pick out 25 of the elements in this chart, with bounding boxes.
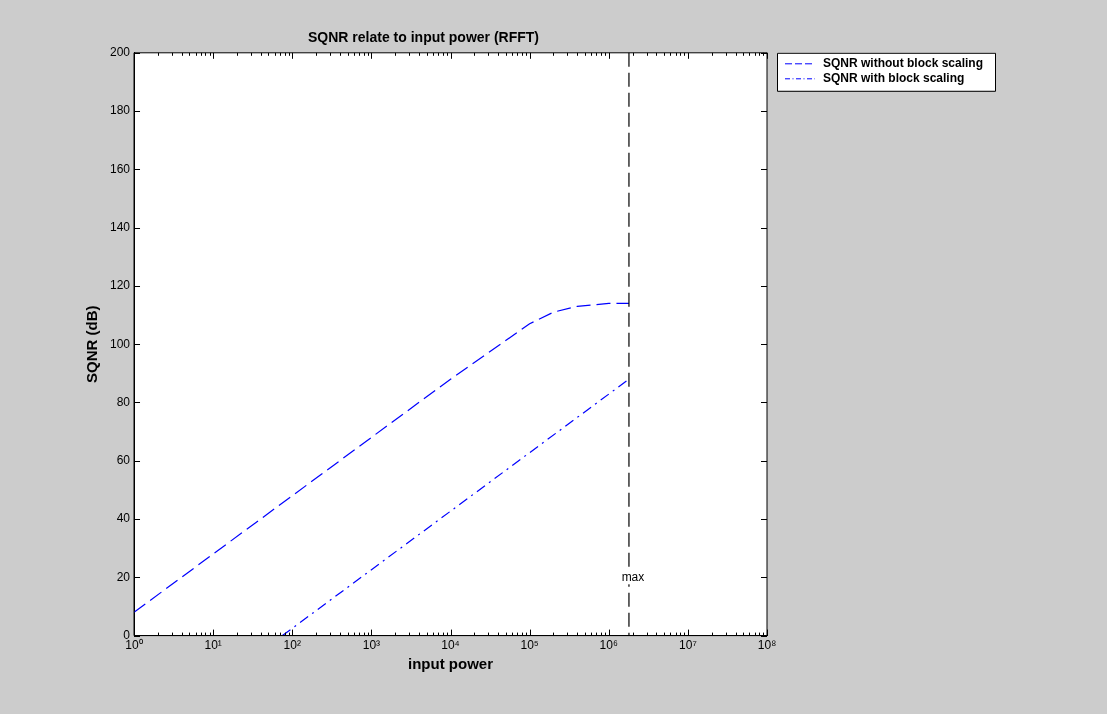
y-axis-title: SQNR (dB): [83, 305, 101, 383]
x-tick-label: 10⁴: [441, 638, 460, 653]
x-tick-label: 10²: [283, 638, 301, 653]
y-tick-label: 180: [109, 103, 131, 118]
y-tick-label: 200: [109, 45, 131, 60]
x-tick-label: 10⁵: [520, 638, 539, 653]
y-tick-label: 140: [109, 219, 131, 234]
y-tick-label: 80: [116, 394, 131, 409]
y-tick-label: 60: [116, 453, 131, 468]
x-tick-label: 10³: [362, 638, 381, 653]
x-tick-label: 10⁸: [757, 638, 777, 653]
y-tick-label: 20: [116, 569, 131, 584]
chart-title: SQNR relate to input power (RFFT): [308, 29, 539, 46]
x-tick-label: 10⁷: [679, 638, 697, 653]
legend-label: SQNR with block scaling: [823, 71, 965, 86]
x-tick-label: 10¹: [204, 638, 222, 653]
x-tick-label: 10⁶: [599, 638, 618, 653]
y-tick-label: 100: [109, 336, 131, 351]
ref-line-label: max: [621, 569, 645, 584]
x-tick-label: 10⁰: [125, 638, 143, 653]
y-tick-label: 40: [116, 511, 131, 526]
legend-label: SQNR without block scaling: [823, 56, 984, 71]
x-axis-title: input power: [408, 655, 494, 673]
y-tick-label: 120: [109, 278, 131, 293]
y-tick-label: 160: [109, 161, 131, 176]
